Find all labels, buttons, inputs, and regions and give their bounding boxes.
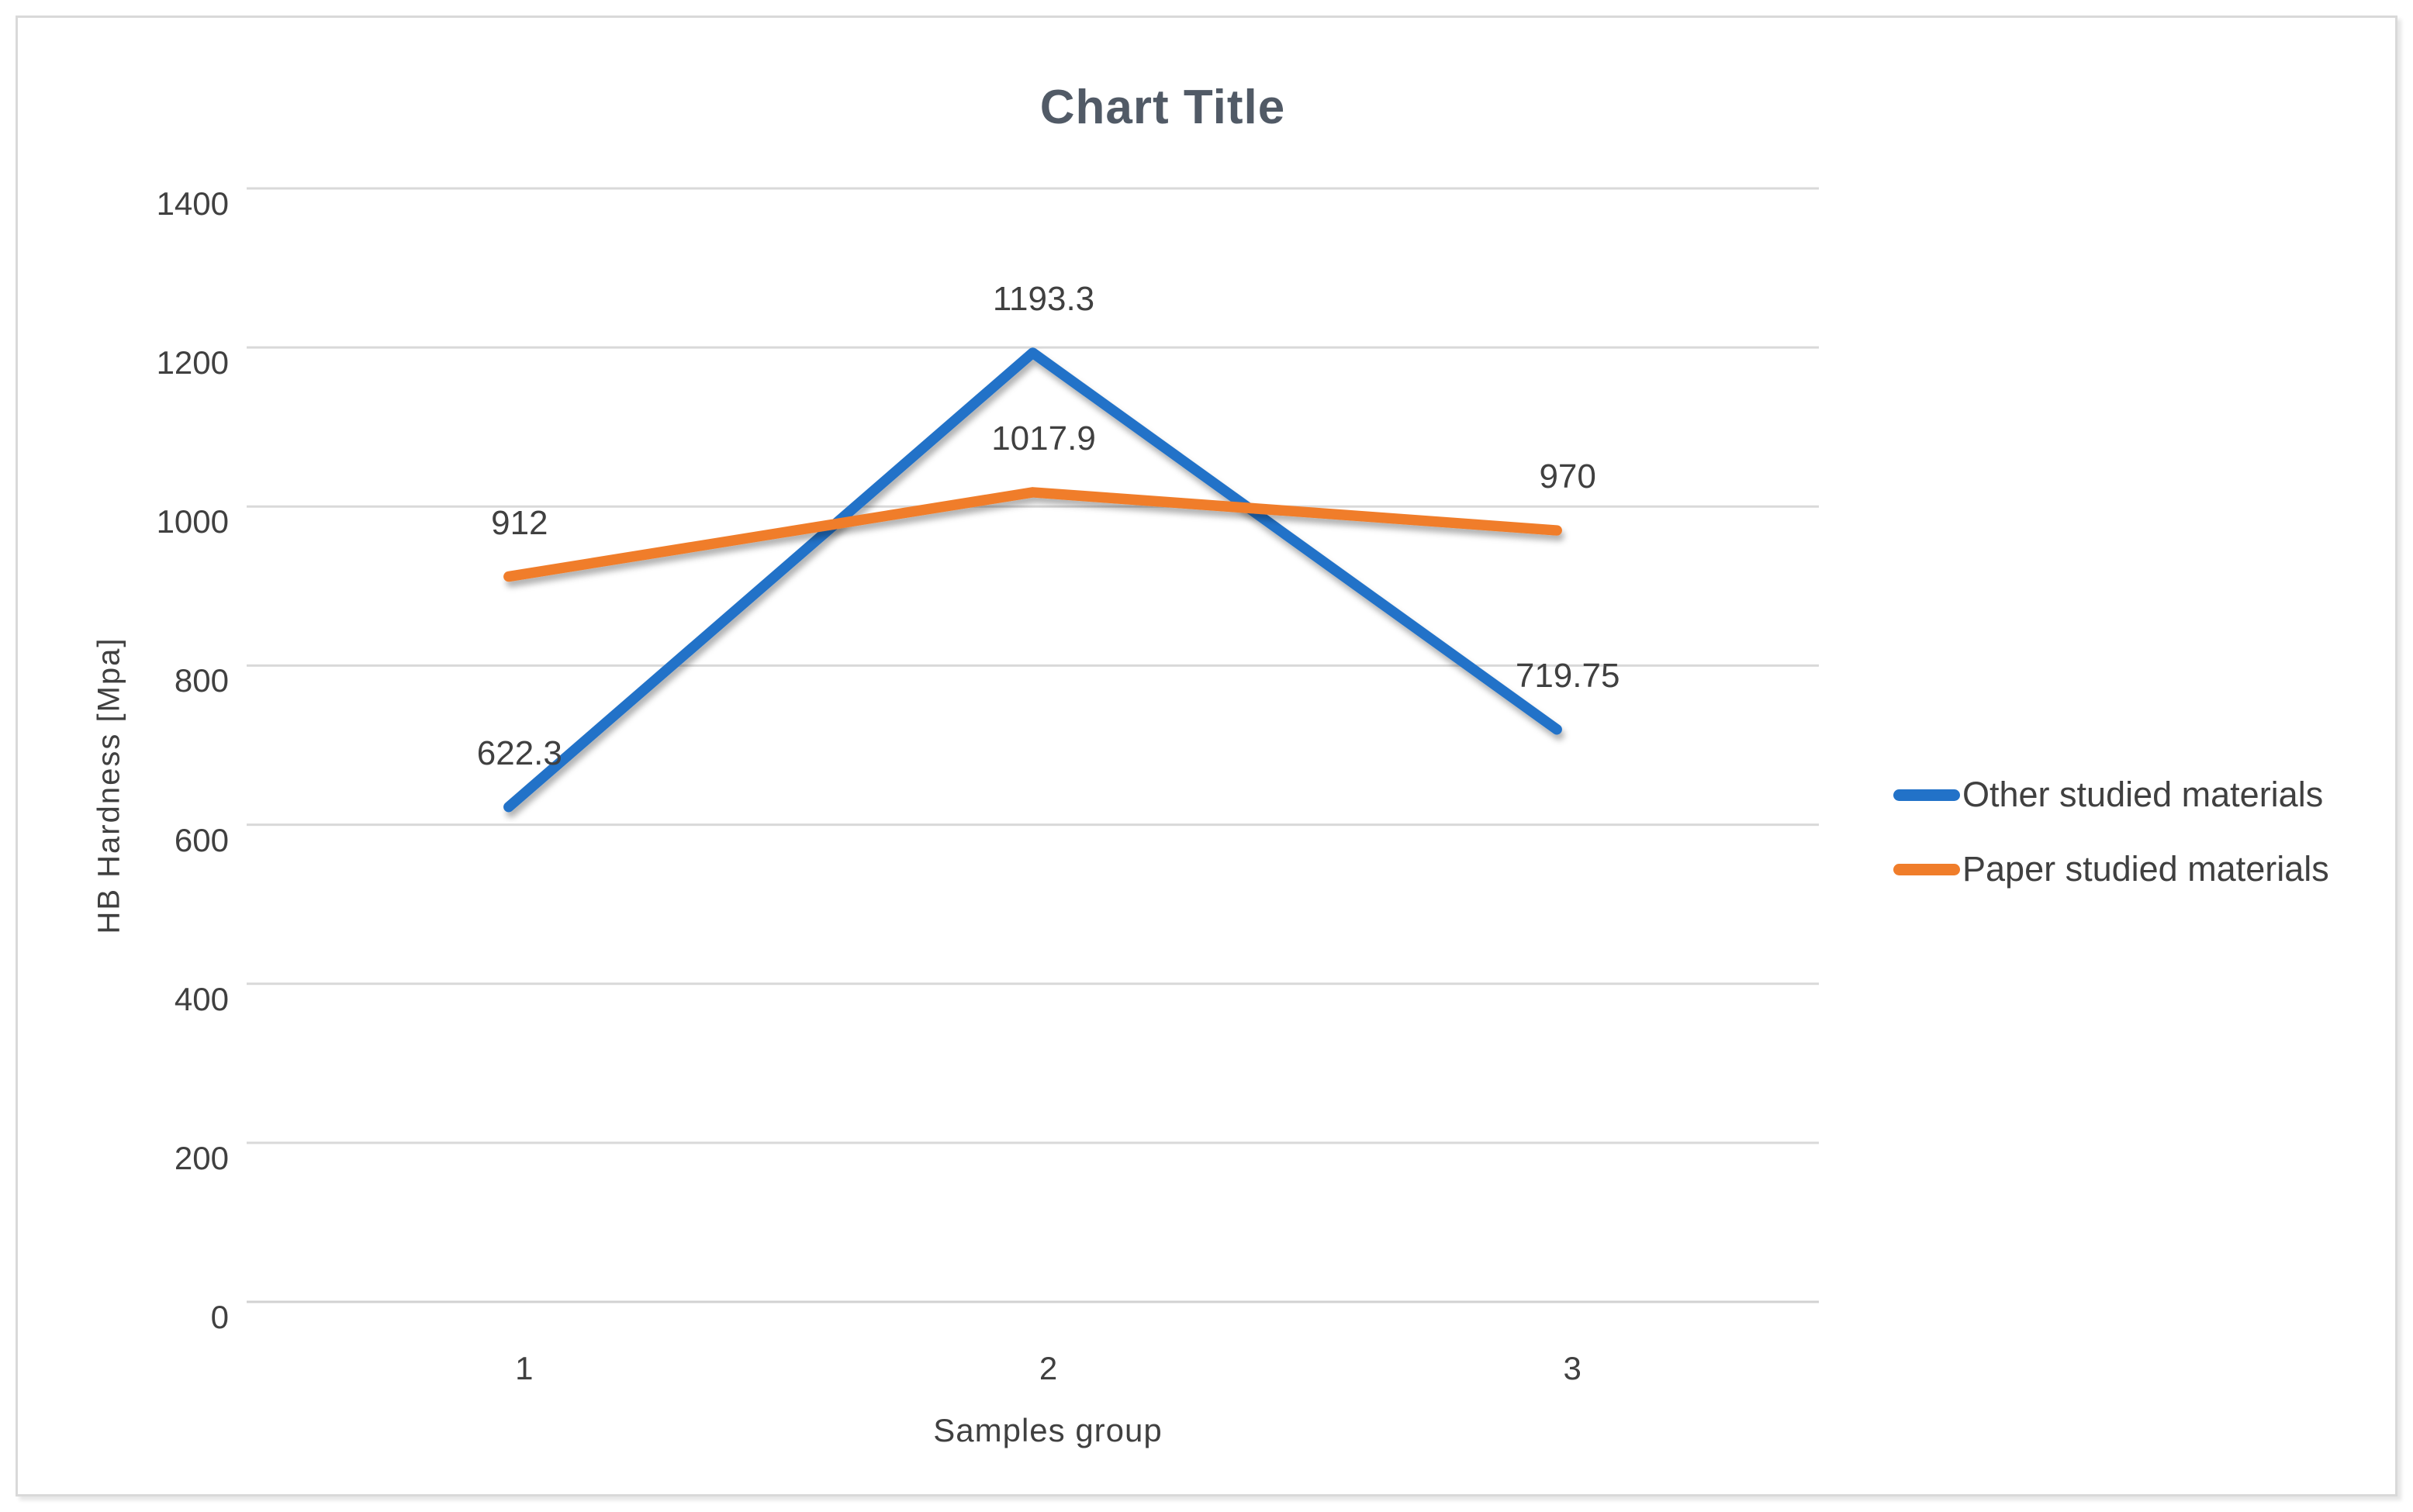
- legend-label-other-studied-materials: Other studied materials: [1962, 775, 2324, 814]
- plot-area: [247, 187, 1819, 1303]
- series-line-other-studied-materials: [503, 347, 1562, 813]
- data-label-paper-studied-materials-2: 1017.9: [991, 419, 1096, 457]
- y-tick-1000: 1000: [156, 503, 229, 540]
- data-label-other-studied-materials-2: 1193.3: [992, 280, 1095, 318]
- y-tick-200: 200: [174, 1139, 229, 1176]
- data-label-paper-studied-materials-3: 970: [1539, 457, 1596, 496]
- x-axis-title: Samples group: [933, 1412, 1163, 1448]
- y-tick-800: 800: [174, 662, 229, 699]
- legend-swatch-other-studied-materials: [1893, 789, 1960, 801]
- x-tick-3: 3: [1563, 1350, 1582, 1386]
- y-tick-1400: 1400: [156, 185, 229, 222]
- series-line-paper-studied-materials: [503, 487, 1562, 582]
- x-tick-2: 2: [1039, 1350, 1058, 1386]
- chart-border-frame: Chart Title HB Hardness [Mpa] Samples gr…: [16, 16, 2397, 1496]
- legend-item-other-studied-materials: Other studied materials: [1893, 775, 2329, 815]
- data-label-other-studied-materials-1: 622.3: [476, 734, 562, 772]
- legend-item-paper-studied-materials: Paper studied materials: [1893, 849, 2329, 889]
- legend-label-paper-studied-materials: Paper studied materials: [1962, 849, 2329, 889]
- y-tick-400: 400: [174, 980, 229, 1017]
- x-tick-1: 1: [515, 1350, 534, 1386]
- y-tick-0: 0: [210, 1299, 229, 1335]
- data-label-paper-studied-materials-1: 912: [491, 503, 548, 542]
- y-tick-600: 600: [174, 821, 229, 858]
- data-label-other-studied-materials-3: 719.75: [1515, 656, 1620, 695]
- gridlines: [247, 187, 1819, 1303]
- y-tick-1200: 1200: [156, 344, 229, 381]
- legend: Other studied materials Paper studied ma…: [1893, 775, 2329, 889]
- legend-swatch-paper-studied-materials: [1893, 863, 1960, 875]
- chart-title: Chart Title: [1039, 81, 1286, 134]
